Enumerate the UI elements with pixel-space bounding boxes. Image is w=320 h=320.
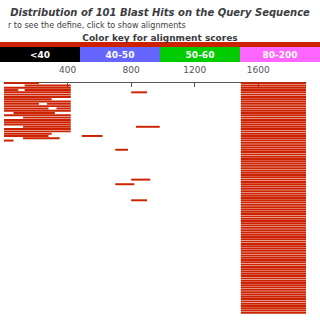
svg-text:800: 800	[123, 65, 140, 75]
svg-text:50-60: 50-60	[186, 50, 215, 60]
svg-text:Distribution of 101 Blast Hits: Distribution of 101 Blast Hits on the Qu…	[10, 7, 310, 18]
svg-text:40-50: 40-50	[106, 50, 135, 60]
svg-text:r to see the define, click to: r to see the define, click to show align…	[8, 21, 186, 30]
svg-text:400: 400	[59, 65, 76, 75]
svg-text:Color key for alignment scores: Color key for alignment scores	[82, 33, 237, 43]
svg-text:1600: 1600	[247, 65, 270, 75]
svg-text:<40: <40	[30, 50, 50, 60]
svg-text:1200: 1200	[183, 65, 206, 75]
svg-text:80-200: 80-200	[262, 50, 297, 60]
